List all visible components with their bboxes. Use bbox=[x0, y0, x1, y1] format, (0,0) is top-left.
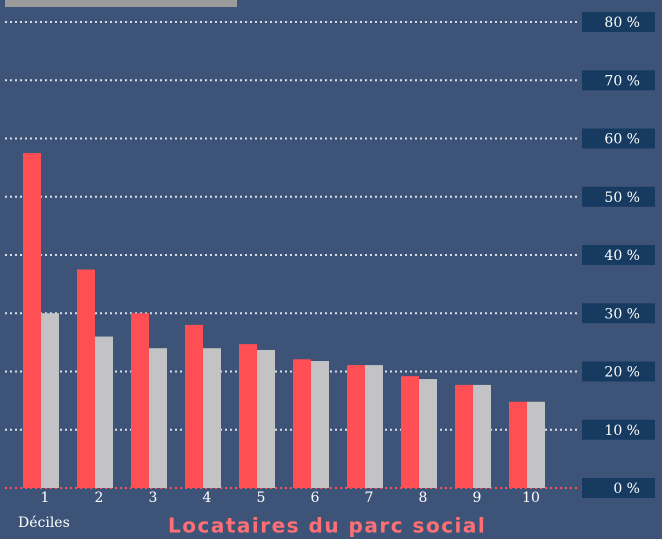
y-tick-label: 20 % bbox=[604, 365, 640, 381]
y-tick-box bbox=[582, 12, 655, 32]
x-tick-label: 8 bbox=[419, 490, 428, 506]
y-tick-box bbox=[582, 303, 655, 324]
bar bbox=[311, 361, 329, 488]
bar bbox=[347, 365, 365, 488]
bar bbox=[131, 313, 149, 488]
y-tick-label: 30 % bbox=[604, 306, 640, 322]
bar bbox=[365, 365, 383, 488]
bar bbox=[527, 401, 545, 488]
bar bbox=[95, 336, 113, 488]
x-tick-label: 2 bbox=[95, 490, 104, 506]
caption: Locataires du parc social bbox=[168, 514, 486, 538]
y-tick-box bbox=[582, 128, 655, 149]
y-tick-box bbox=[582, 186, 655, 207]
x-tick-label: 7 bbox=[365, 490, 374, 506]
bar bbox=[23, 153, 41, 488]
y-tick-box bbox=[582, 478, 655, 498]
bar bbox=[509, 401, 527, 488]
bar bbox=[473, 384, 491, 488]
x-tick-label: 9 bbox=[473, 490, 482, 506]
x-axis-label: Déciles bbox=[18, 515, 70, 531]
x-tick-label: 1 bbox=[41, 490, 50, 506]
y-tick-label: 80 % bbox=[604, 15, 640, 31]
bar bbox=[455, 384, 473, 488]
x-tick-label: 3 bbox=[149, 490, 158, 506]
bar bbox=[185, 324, 203, 488]
y-tick-label: 50 % bbox=[604, 190, 640, 206]
y-tick-box bbox=[582, 245, 655, 265]
x-tick-label: 5 bbox=[257, 490, 266, 506]
bar bbox=[149, 348, 167, 488]
x-tick-label: 6 bbox=[311, 490, 320, 506]
bar bbox=[239, 344, 257, 488]
y-tick-label: 0 % bbox=[613, 481, 640, 497]
y-tick-box bbox=[582, 419, 655, 440]
bar bbox=[401, 376, 419, 488]
bar bbox=[203, 348, 221, 488]
bar bbox=[419, 379, 437, 488]
y-tick-label: 10 % bbox=[604, 423, 640, 439]
y-tick-box bbox=[582, 70, 655, 91]
y-tick-label: 60 % bbox=[604, 132, 640, 148]
bar bbox=[77, 269, 95, 488]
bar bbox=[293, 359, 311, 488]
bar bbox=[257, 349, 275, 488]
y-tick-label: 40 % bbox=[604, 248, 640, 264]
x-tick-label: 10 bbox=[522, 490, 540, 506]
bar bbox=[41, 313, 59, 488]
y-tick-label: 70 % bbox=[604, 73, 640, 89]
x-tick-label: 4 bbox=[203, 490, 212, 506]
y-tick-box bbox=[582, 361, 655, 382]
legend-fragment bbox=[5, 0, 237, 7]
